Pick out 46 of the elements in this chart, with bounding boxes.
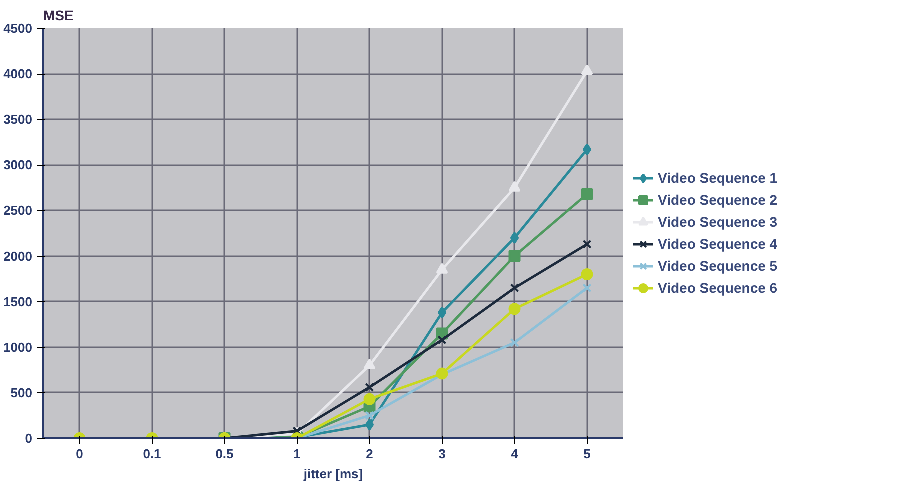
point bbox=[365, 382, 374, 392]
y-tick-label: 1500 bbox=[4, 294, 32, 310]
point bbox=[365, 411, 374, 420]
point bbox=[365, 418, 374, 431]
x-tick-label: 1 bbox=[294, 446, 301, 462]
point bbox=[510, 284, 520, 293]
y-tick-label: 3500 bbox=[4, 112, 32, 128]
y-tick-label: 4000 bbox=[4, 66, 32, 82]
point bbox=[436, 263, 448, 274]
x-tick-label: 5 bbox=[584, 446, 591, 462]
legend-label: Video Sequence 4 bbox=[658, 236, 778, 252]
y-tick-label: 1000 bbox=[4, 340, 32, 355]
legend-label: Video Sequence 3 bbox=[658, 214, 778, 230]
x-axis-title: jitter [ms] bbox=[302, 466, 364, 482]
point bbox=[510, 338, 520, 348]
x-tick-label: 2 bbox=[366, 446, 374, 462]
x-tick-label: 3 bbox=[438, 446, 446, 462]
x-tick-label: 0.1 bbox=[143, 446, 162, 462]
point bbox=[436, 368, 448, 380]
legend-label: Video Sequence 1 bbox=[658, 170, 778, 186]
point bbox=[581, 188, 594, 200]
point bbox=[438, 336, 447, 345]
y-axis-title: MSE bbox=[44, 8, 74, 24]
y-tick-label: 2500 bbox=[4, 203, 32, 218]
point bbox=[508, 181, 521, 192]
point bbox=[581, 64, 594, 76]
point bbox=[582, 284, 592, 293]
x-tick-label: 0.5 bbox=[216, 446, 234, 462]
y-tick-label: 3000 bbox=[4, 158, 32, 173]
point bbox=[364, 393, 376, 406]
x-tick-label: 4 bbox=[511, 446, 520, 462]
point bbox=[508, 250, 521, 262]
legend-label: Video Sequence 2 bbox=[658, 192, 778, 208]
point bbox=[582, 240, 592, 249]
point bbox=[581, 268, 594, 280]
legend-label: Video Sequence 6 bbox=[658, 280, 778, 296]
x-tick-label: 0 bbox=[76, 446, 84, 462]
y-tick-label: 4500 bbox=[4, 21, 32, 36]
point bbox=[438, 306, 447, 319]
point bbox=[508, 303, 521, 316]
y-tick-label: 0 bbox=[25, 431, 33, 446]
point bbox=[510, 232, 520, 244]
y-tick-label: 500 bbox=[10, 385, 33, 400]
y-tick-label: 2000 bbox=[4, 248, 32, 264]
legend-label: Video Sequence 5 bbox=[658, 258, 778, 274]
point bbox=[582, 144, 592, 156]
